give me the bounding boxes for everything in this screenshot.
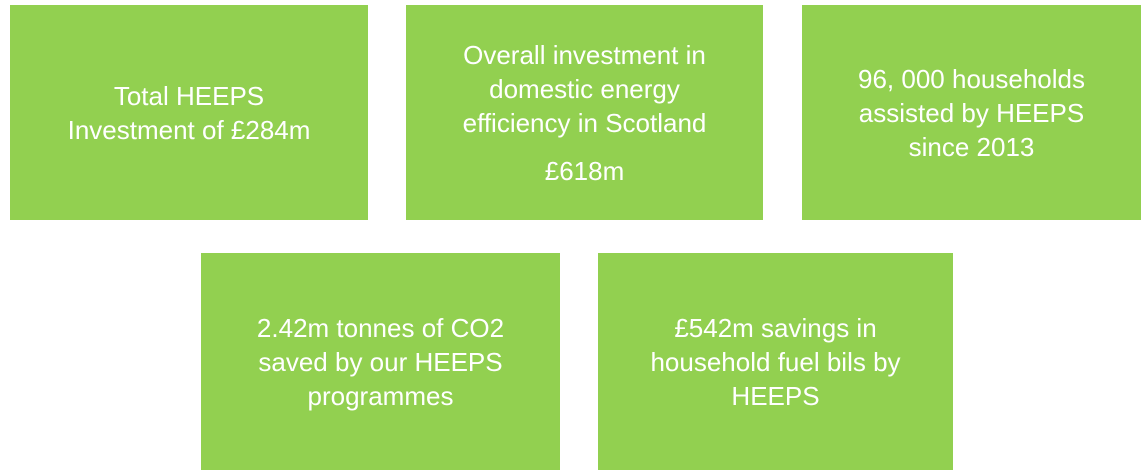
text-line: Overall investment in [463,39,706,70]
paragraph: £618m [545,154,625,188]
text-line: £618m [544,155,625,186]
text-line: Investment of £284m [67,114,311,145]
stat-box: Total HEEPS Investment of £284m [10,5,368,220]
text-line: programmes [307,380,454,411]
text-line: HEEPS [731,380,820,411]
paragraph: Overall investment in domestic energy effi… [463,38,707,140]
text-line: 96, 000 households [858,63,1085,94]
text-line: Total HEEPS [113,80,265,111]
stat-box: Overall investment in domestic energy effi… [406,5,763,220]
text-line: domestic energy [489,73,680,104]
text-line: since 2013 [908,131,1035,162]
text-line: £542m savings in [674,312,877,343]
paragraph: Total HEEPS Investment of £284m [68,79,311,147]
paragraph: 2.42m tonnes of CO2 saved by our HEEPS pro… [257,311,504,413]
text-line: saved by our HEEPS [258,346,503,377]
text-line: assisted by HEEPS [858,97,1085,128]
stat-box: 2.42m tonnes of CO2 saved by our HEEPS pro… [201,253,560,470]
text-line: household fuel bils by [650,346,901,377]
text-line: efficiency in Scotland [462,107,707,138]
stat-box: 96, 000 households assisted by HEEPS since… [802,5,1141,220]
paragraph: £542m savings in household fuel bils by HE… [650,311,900,413]
text-line: 2.42m tonnes of CO2 [256,312,505,343]
paragraph: 96, 000 households assisted by HEEPS since… [858,62,1085,164]
stat-box: £542m savings in household fuel bils by HE… [598,253,953,470]
